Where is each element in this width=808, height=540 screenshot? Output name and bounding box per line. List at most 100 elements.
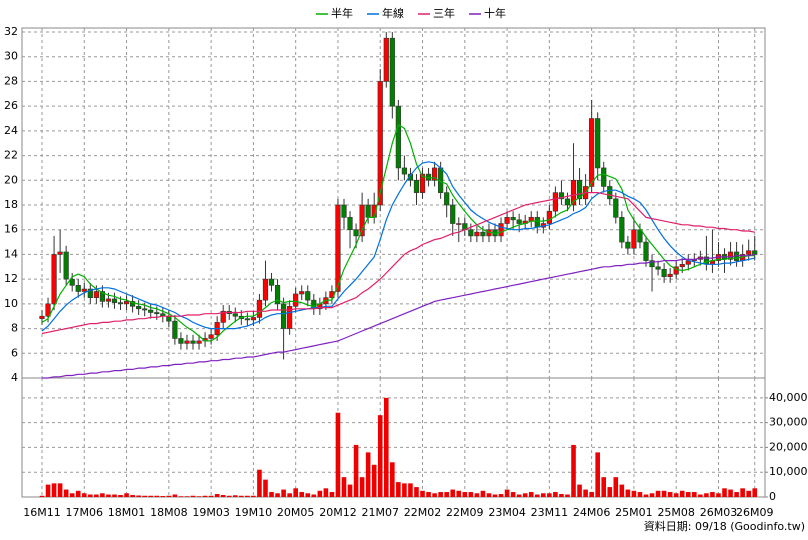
candle-body: [413, 179, 420, 193]
candle-body: [619, 217, 625, 243]
volume-bar: [371, 464, 377, 497]
candle-body: [353, 229, 359, 237]
volume-bar: [716, 493, 721, 497]
x-tick-label: 26M03: [700, 506, 738, 519]
volume-bar: [692, 492, 697, 497]
x-tick-label: 22M09: [446, 506, 484, 519]
candle-body: [552, 192, 558, 212]
volume-bar: [649, 493, 655, 497]
legend-label: 十年: [484, 6, 506, 20]
volume-bar: [601, 477, 607, 497]
volume-bar: [353, 444, 359, 497]
volume-bar: [75, 490, 81, 497]
volume-bar: [335, 412, 341, 497]
candle-body: [637, 229, 643, 243]
volume-bar: [480, 490, 486, 497]
x-tick-label: 23M04: [488, 506, 526, 519]
volume-bar: [698, 494, 703, 497]
legend-label: 半年: [331, 6, 353, 20]
volume-bar: [571, 444, 576, 497]
y-tick-label: 12: [4, 272, 18, 285]
candle-body: [643, 241, 649, 261]
x-tick-label: 22M02: [404, 506, 442, 519]
ma-line: [41, 123, 755, 342]
volume-tick-label: 30,000: [769, 416, 808, 429]
volume-bar: [559, 494, 564, 497]
candle-body: [474, 231, 480, 237]
candle-body: [431, 167, 438, 181]
candle-body: [359, 204, 365, 237]
volume-bar: [450, 489, 456, 497]
volume-bar: [124, 493, 129, 497]
volume-bar: [106, 494, 111, 497]
candle-body: [444, 192, 450, 206]
candle-body: [111, 298, 118, 303]
volume-bar: [269, 492, 274, 497]
volume-bar: [251, 495, 256, 497]
volume-bar: [220, 495, 226, 497]
volume-bar: [583, 489, 588, 497]
candle-body: [69, 278, 75, 286]
x-tick-label: 18M01: [108, 506, 146, 519]
volume-bar: [504, 489, 510, 497]
candle-body: [383, 37, 389, 82]
candle-body: [105, 298, 112, 302]
volume-bar: [190, 495, 196, 497]
candle-body: [293, 293, 299, 307]
candle-body: [752, 250, 758, 255]
volume-bar: [341, 477, 347, 497]
volume-bar: [414, 487, 419, 497]
candle-body: [81, 288, 87, 292]
volume-bar: [492, 494, 498, 497]
candle-body: [558, 192, 565, 200]
volume-bar: [673, 493, 679, 497]
volume-bar: [69, 493, 75, 497]
candle-body: [142, 308, 148, 311]
candle-body: [407, 173, 414, 181]
volume-bar: [390, 462, 395, 497]
candle-body: [625, 241, 631, 249]
candle-body: [510, 217, 516, 221]
y-tick-label: 24: [4, 124, 18, 137]
candle-body: [419, 173, 426, 193]
candle-body: [117, 302, 124, 305]
volume-bar: [100, 493, 105, 497]
candle-body: [601, 167, 607, 187]
volume-bar: [498, 494, 504, 497]
candle-body: [570, 179, 577, 206]
volume-bar: [468, 492, 474, 497]
candle-body: [57, 251, 63, 255]
volume-bar: [317, 490, 323, 497]
volume-bar: [432, 493, 437, 497]
y-tick-label: 28: [4, 74, 18, 87]
y-tick-label: 6: [11, 346, 18, 359]
candle-body: [341, 204, 347, 218]
candle-body: [746, 250, 752, 255]
volume-bar: [275, 493, 280, 497]
volume-bar: [728, 489, 733, 497]
candle-body: [190, 340, 196, 344]
legend-label: 年線: [382, 6, 404, 20]
candle-body: [377, 81, 383, 206]
volume-bar: [45, 484, 51, 497]
candle-body: [45, 303, 51, 317]
candle-body: [498, 223, 504, 237]
candle-body: [305, 291, 311, 301]
x-tick-label: 19M03: [192, 506, 230, 519]
candle-body: [220, 310, 226, 323]
x-tick-label: 25M08: [657, 506, 695, 519]
candle-body: [87, 288, 93, 298]
y-tick-label: 20: [4, 173, 18, 186]
candle-body: [667, 273, 673, 277]
volume-bar: [305, 493, 311, 497]
candle-body: [613, 198, 619, 218]
volume-bar: [710, 492, 715, 497]
candle-body: [63, 251, 69, 280]
y-tick-label: 16: [4, 223, 18, 236]
y-tick-label: 30: [4, 50, 18, 63]
volume-bar: [178, 496, 184, 497]
volume-bar: [323, 488, 329, 497]
candle-body: [148, 309, 154, 313]
volume-bar: [420, 490, 425, 497]
y-tick-label: 14: [4, 247, 18, 260]
